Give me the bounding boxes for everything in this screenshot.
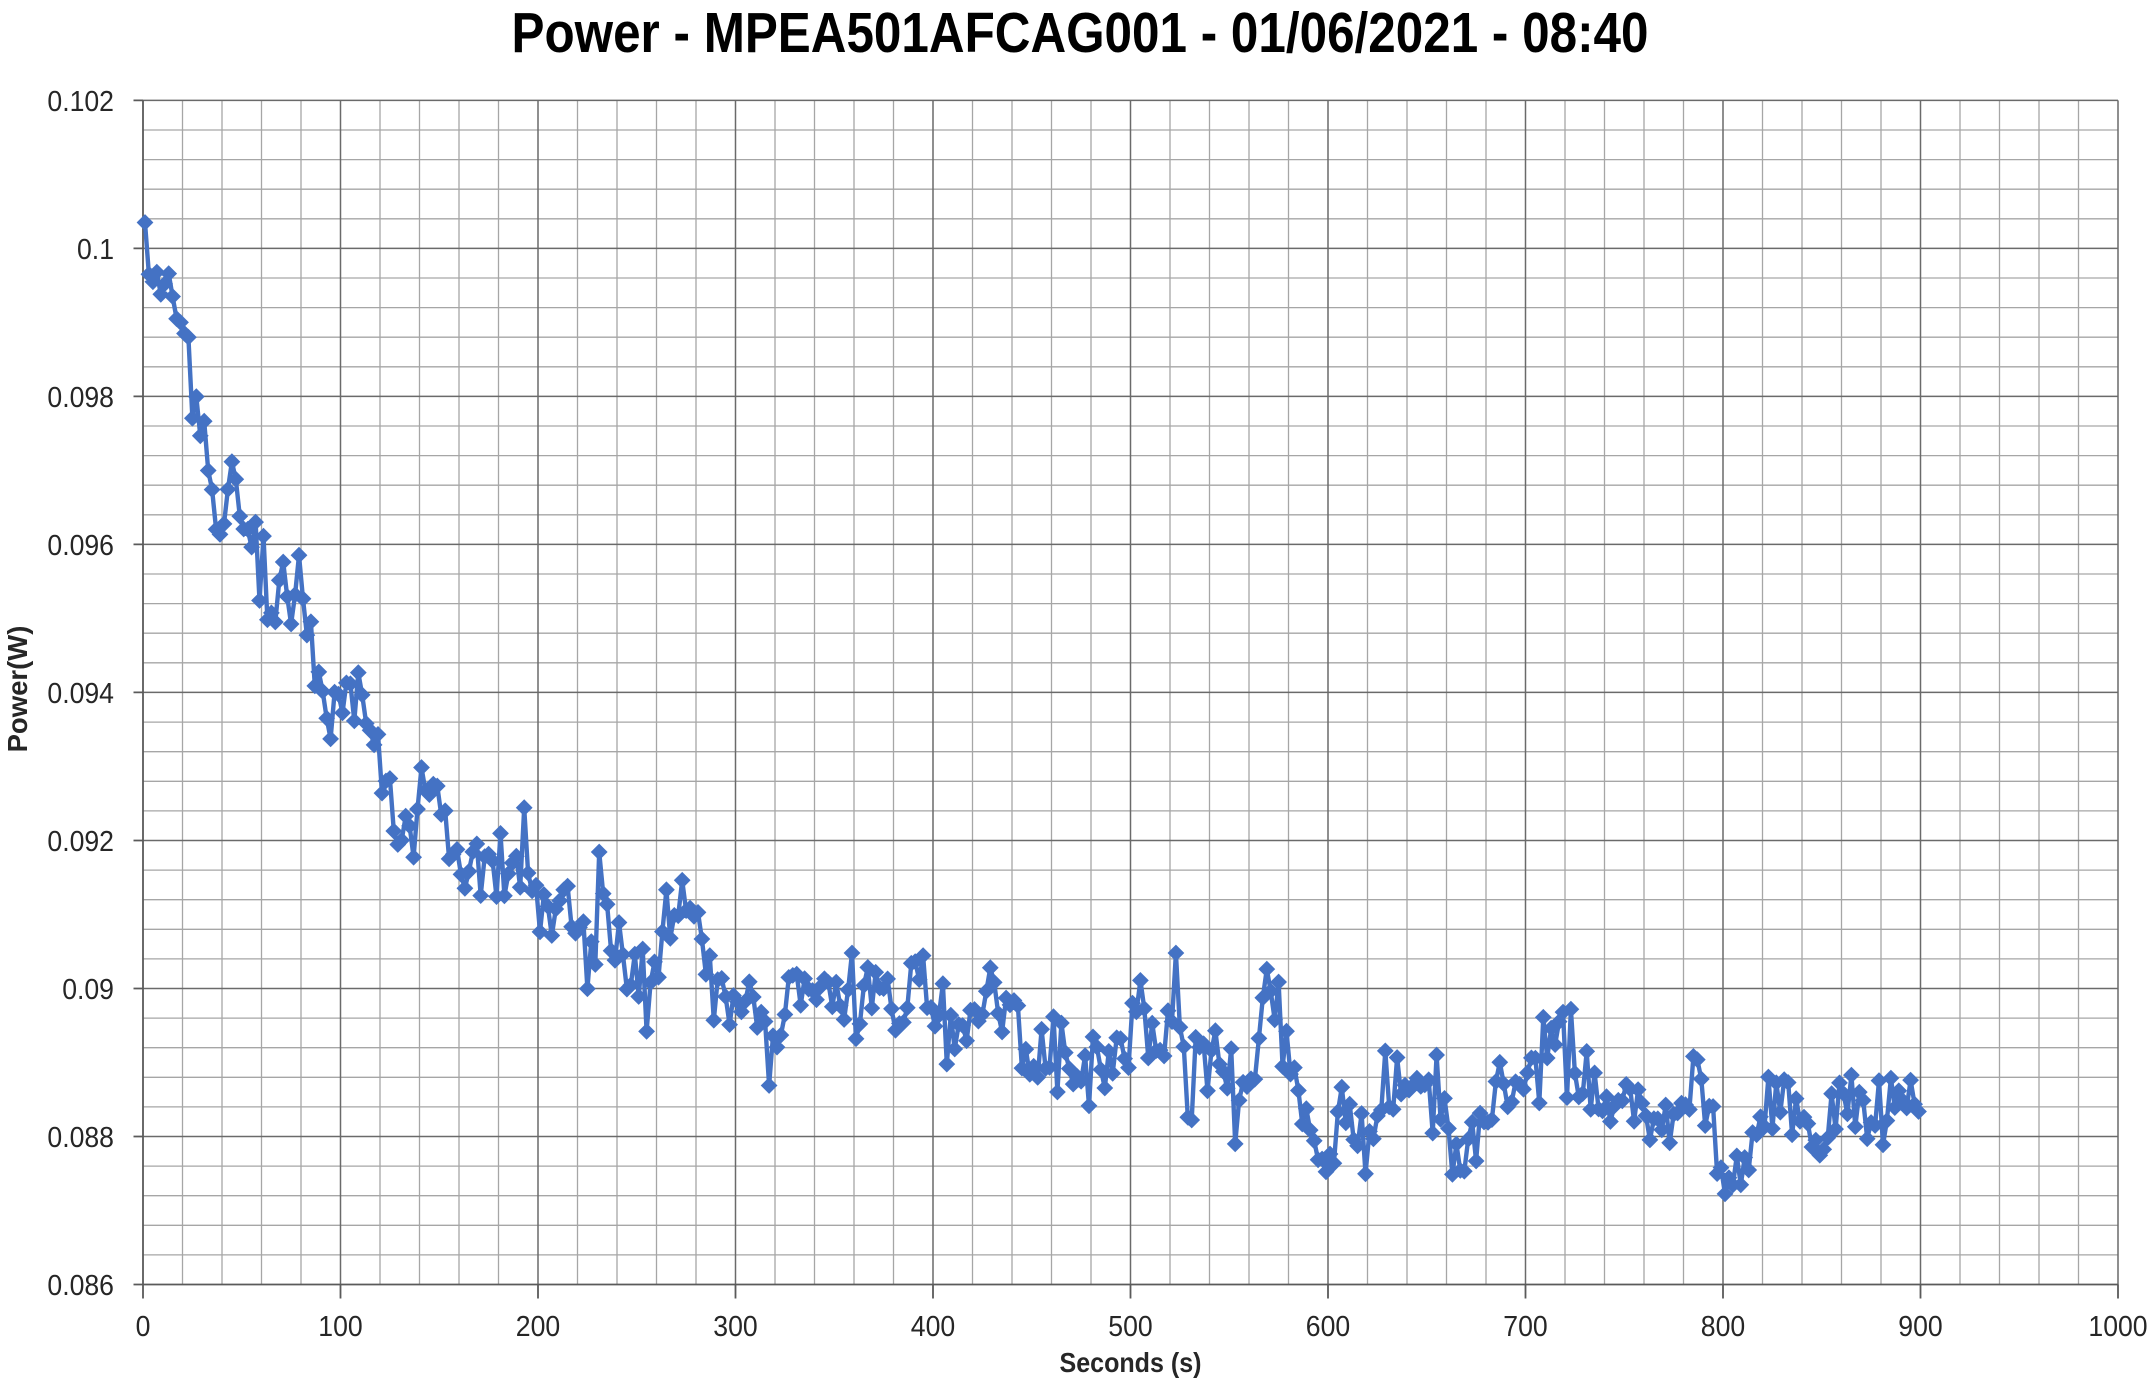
svg-text:0.096: 0.096 xyxy=(47,530,114,562)
svg-text:600: 600 xyxy=(1306,1311,1350,1343)
svg-text:700: 700 xyxy=(1503,1311,1547,1343)
svg-text:300: 300 xyxy=(713,1311,757,1343)
svg-text:800: 800 xyxy=(1701,1311,1745,1343)
svg-text:200: 200 xyxy=(516,1311,560,1343)
svg-text:0.102: 0.102 xyxy=(47,86,114,118)
svg-text:0.088: 0.088 xyxy=(47,1122,114,1154)
svg-text:0.086: 0.086 xyxy=(47,1270,114,1302)
svg-text:Seconds (s): Seconds (s) xyxy=(1060,1347,1202,1378)
svg-text:0: 0 xyxy=(136,1311,151,1343)
svg-text:0.1: 0.1 xyxy=(77,234,114,266)
svg-text:0.098: 0.098 xyxy=(47,382,114,414)
svg-text:0.092: 0.092 xyxy=(47,826,114,858)
svg-text:0.094: 0.094 xyxy=(47,678,114,710)
svg-text:100: 100 xyxy=(318,1311,362,1343)
svg-text:500: 500 xyxy=(1108,1311,1152,1343)
svg-text:Power(W): Power(W) xyxy=(2,626,33,753)
svg-text:400: 400 xyxy=(911,1311,955,1343)
svg-text:900: 900 xyxy=(1898,1311,1942,1343)
svg-text:0.09: 0.09 xyxy=(62,974,114,1006)
svg-text:1000: 1000 xyxy=(2088,1311,2147,1343)
svg-text:Power - MPEA501AFCAG001 - 01/0: Power - MPEA501AFCAG001 - 01/06/2021 - 0… xyxy=(512,1,1649,65)
